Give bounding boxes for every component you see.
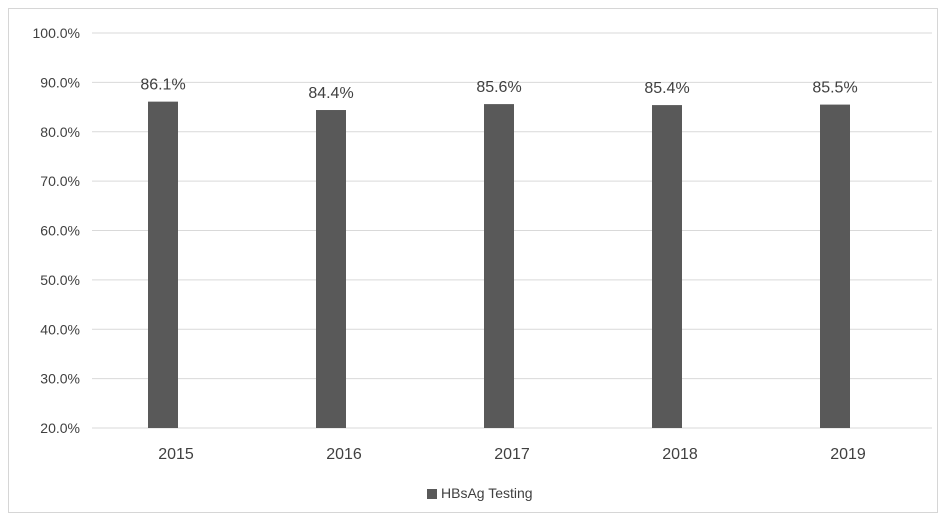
y-tick-label: 20.0% bbox=[40, 420, 80, 436]
data-label: 86.1% bbox=[140, 77, 185, 94]
data-label: 84.4% bbox=[308, 85, 353, 102]
bar bbox=[148, 101, 178, 428]
x-tick-label: 2017 bbox=[494, 446, 530, 463]
bar bbox=[652, 105, 682, 429]
y-tick-label: 30.0% bbox=[40, 371, 80, 387]
y-tick-label: 70.0% bbox=[40, 173, 80, 189]
data-label: 85.6% bbox=[476, 79, 521, 96]
bars bbox=[148, 101, 850, 429]
y-tick-label: 60.0% bbox=[40, 223, 80, 239]
y-tick-label: 40.0% bbox=[40, 321, 80, 337]
y-tick-label: 90.0% bbox=[40, 74, 80, 90]
legend: HBsAg Testing bbox=[427, 485, 533, 501]
x-tick-label: 2016 bbox=[326, 446, 362, 463]
y-axis-tick-labels: 20.0% 30.0% 40.0% 50.0% 60.0% 70.0% 80.0% 90.0%… bbox=[33, 25, 80, 436]
x-axis-tick-labels: 2015 2016 2017 2018 2019 bbox=[158, 446, 866, 463]
y-tick-label: 100.0% bbox=[33, 25, 80, 41]
x-tick-label: 2015 bbox=[158, 446, 194, 463]
bar bbox=[820, 104, 850, 428]
legend-label: HBsAg Testing bbox=[441, 485, 533, 501]
bar bbox=[316, 110, 346, 429]
y-tick-label: 80.0% bbox=[40, 124, 80, 140]
x-tick-label: 2019 bbox=[830, 446, 866, 463]
x-tick-label: 2018 bbox=[662, 446, 698, 463]
y-tick-label: 50.0% bbox=[40, 272, 80, 288]
legend-swatch bbox=[427, 489, 437, 499]
bar bbox=[484, 104, 514, 428]
data-label: 85.5% bbox=[812, 80, 857, 97]
data-labels: 86.1% 84.4% 85.6% 85.4% 85.5% bbox=[140, 77, 857, 102]
data-label: 85.4% bbox=[644, 80, 689, 97]
